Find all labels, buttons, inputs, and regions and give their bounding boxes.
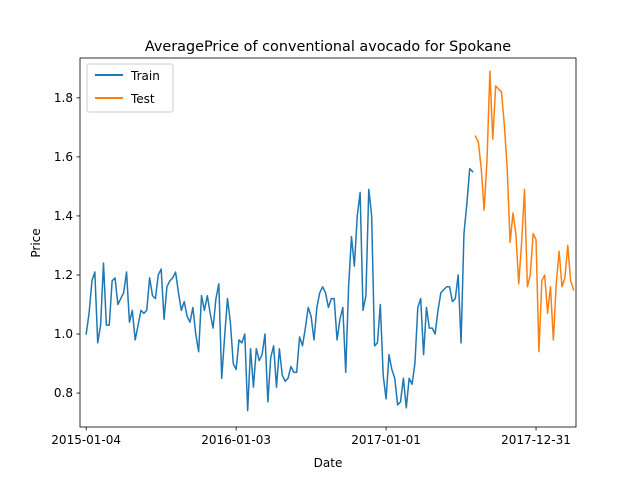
x-tick-label: 2017-01-01 [351,433,421,447]
chart-title: AveragePrice of conventional avocado for… [145,39,511,55]
series-layer [85,70,575,412]
legend-box [86,63,174,113]
plot-area [80,58,576,427]
legend: Train Test [86,63,174,113]
series-line-test [474,70,575,353]
series-line-train [85,167,474,412]
x-tick-label: 2016-01-03 [201,433,271,447]
x-axis: 2015-01-04 2016-01-03 2017-01-01 2017-12-31 [51,427,571,447]
y-tick-label: 1.8 [54,91,73,105]
y-axis-label: Price [29,228,43,257]
x-tick-label: 2017-12-31 [501,433,571,447]
legend-label-train: Train [130,69,160,83]
y-tick-label: 1.4 [54,209,73,223]
y-tick-label: 1.6 [54,150,73,164]
y-axis: 0.8 1.0 1.2 1.4 1.6 1.8 [54,91,80,400]
legend-label-test: Test [130,92,155,106]
y-tick-label: 0.8 [54,386,73,400]
y-tick-label: 1.0 [54,327,73,341]
x-tick-label: 2015-01-04 [51,433,121,447]
y-tick-label: 1.2 [54,268,73,282]
plot-frame [79,57,577,428]
x-axis-label: Date [314,456,343,470]
